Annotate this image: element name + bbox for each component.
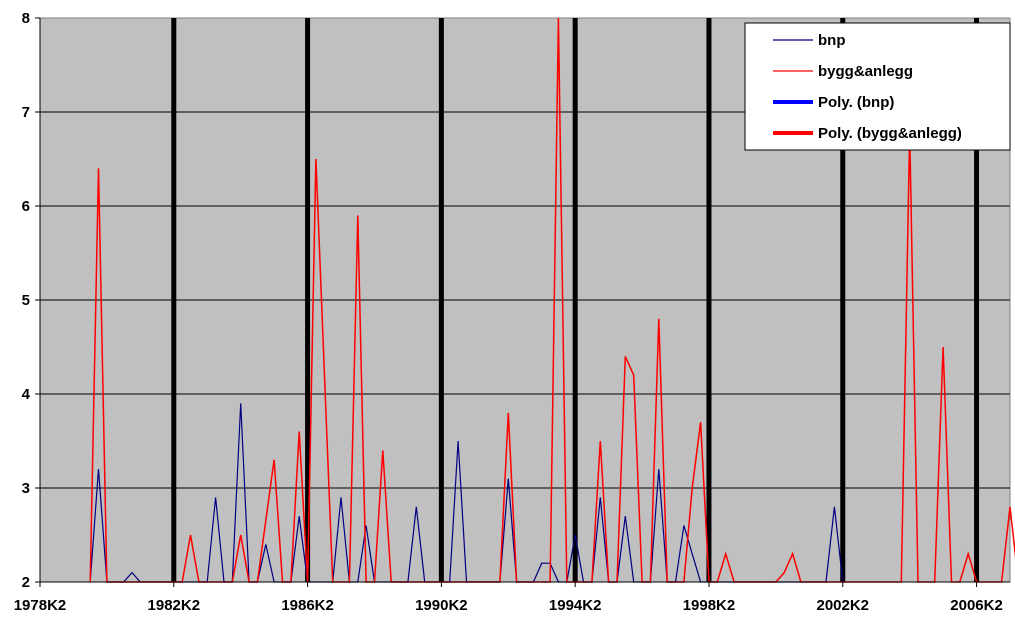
x-tick-label: 1990K2 xyxy=(415,597,468,614)
legend-label: bnp xyxy=(818,32,846,49)
legend-label: Poly. (bnp) xyxy=(818,94,894,111)
y-tick-label: 8 xyxy=(22,10,30,27)
x-tick-label: 1978K2 xyxy=(14,597,67,614)
y-tick-label: 3 xyxy=(22,480,30,497)
x-tick-label: 2006K2 xyxy=(950,597,1003,614)
series-line-bygg-anlegg xyxy=(89,17,1015,583)
x-tick-label: 1998K2 xyxy=(683,597,736,614)
y-tick-label: 6 xyxy=(22,198,30,215)
y-tick-label: 5 xyxy=(22,292,30,309)
y-tick-label: 4 xyxy=(22,386,31,403)
y-tick-label: 7 xyxy=(22,104,30,121)
x-tick-label: 1986K2 xyxy=(281,597,334,614)
x-tick-label: 2002K2 xyxy=(816,597,869,614)
x-tick-label: 1994K2 xyxy=(549,597,602,614)
legend-label: bygg&anlegg xyxy=(818,63,913,80)
legend-box xyxy=(744,22,1011,151)
legend-label: Poly. (bygg&anlegg) xyxy=(818,125,962,142)
y-tick-label: 2 xyxy=(22,574,30,591)
x-tick-label: 1982K2 xyxy=(148,597,201,614)
